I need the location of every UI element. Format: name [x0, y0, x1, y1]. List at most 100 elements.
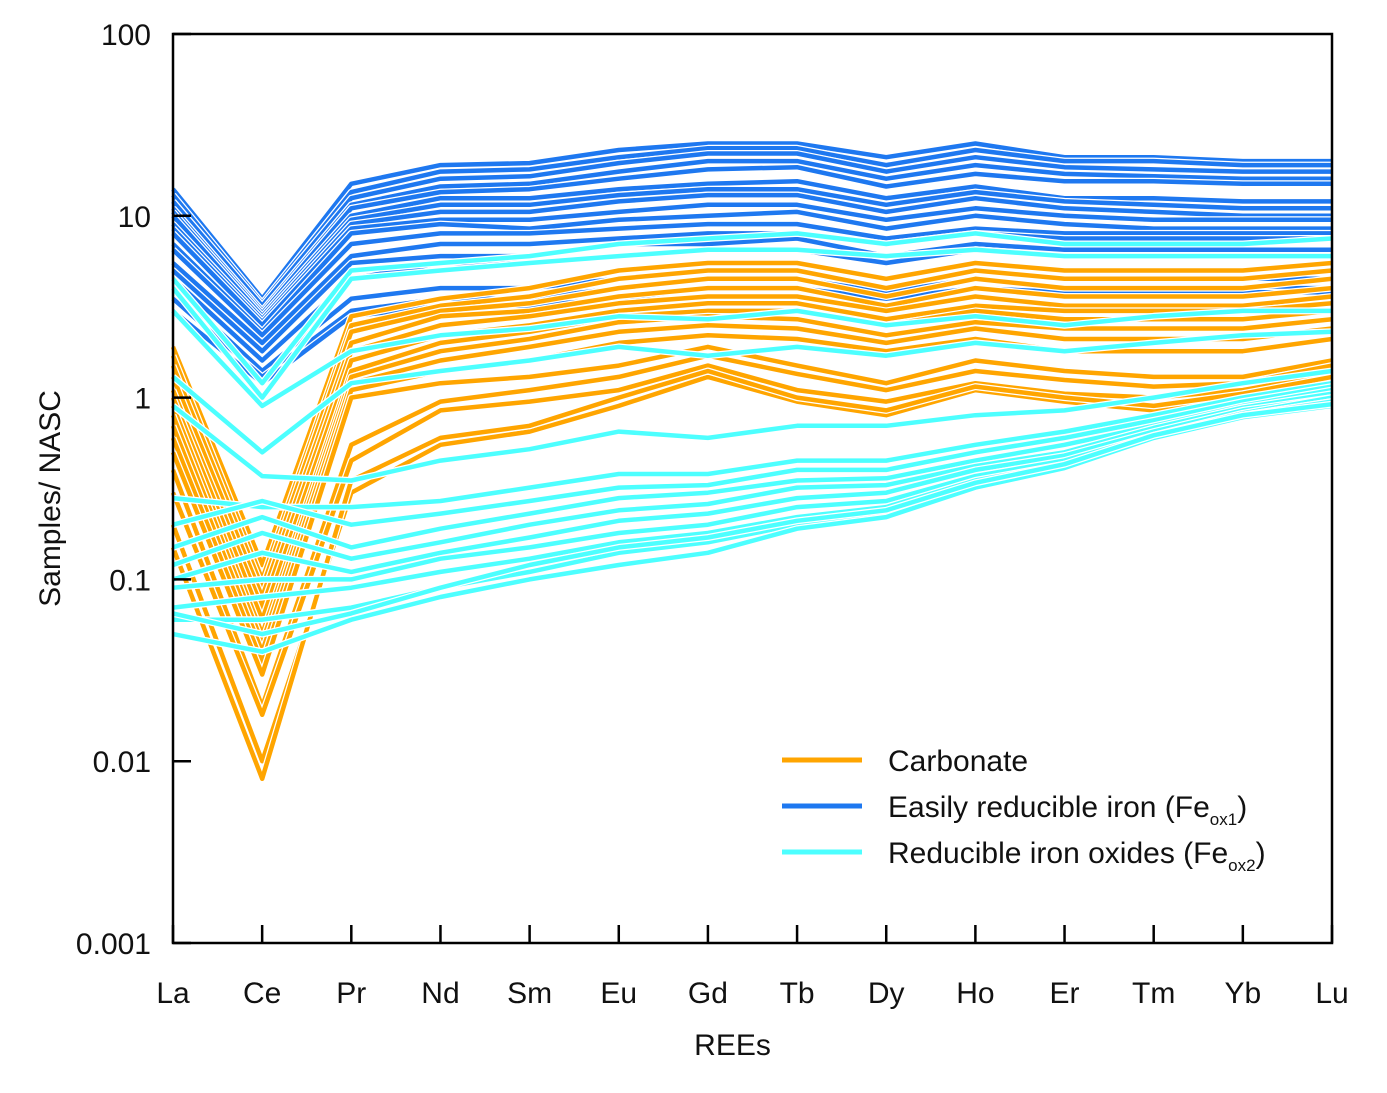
x-tick-label-lu: Lu	[1315, 977, 1348, 1010]
legend-suffix: )	[1256, 837, 1266, 870]
x-tick-label-eu: Eu	[600, 977, 637, 1010]
series-line	[171, 368, 1333, 483]
series-feox2-34	[170, 307, 1332, 410]
legend-label: Carbonate	[888, 745, 1028, 778]
y-tick-label: 0.001	[76, 928, 151, 961]
series-line	[172, 395, 1333, 582]
y-axis: 100 10 1 0.1 0.01 0.001	[76, 19, 191, 961]
plot-frame	[171, 32, 1334, 945]
series-carbonate-20	[169, 284, 1333, 601]
legend-label: Reducible iron oxides (Feox2)	[888, 837, 1266, 875]
series-line	[171, 221, 1332, 338]
series-line	[170, 368, 1333, 782]
series-feox1-12	[170, 235, 1332, 355]
series-line	[171, 164, 1332, 316]
series-carbonate-31	[169, 367, 1333, 783]
legend-item-carbonate: Carbonate	[782, 745, 1028, 778]
series-feox2-46	[172, 400, 1333, 638]
series-line	[170, 301, 1333, 622]
series-line	[171, 141, 1332, 301]
series-carbonate-26	[169, 331, 1333, 666]
series-line	[171, 209, 1332, 335]
series-feox2-35	[170, 328, 1333, 456]
series-line	[171, 151, 1332, 309]
x-tick-label-gd: Gd	[688, 977, 728, 1010]
x-tick-label-dy: Dy	[868, 977, 905, 1010]
series-carbonate-22	[169, 299, 1333, 624]
series-line	[171, 329, 1333, 455]
series-line	[171, 186, 1332, 322]
y-tick-label: 100	[101, 19, 151, 52]
series-line	[171, 231, 1333, 386]
legend-suffix: )	[1237, 791, 1247, 824]
series-feox1-3	[170, 157, 1332, 315]
series-line	[172, 401, 1333, 637]
series-line	[171, 236, 1332, 354]
series-carbonate-19	[169, 275, 1333, 592]
x-tick-label-tm: Tm	[1132, 977, 1175, 1010]
series-line	[171, 247, 1332, 400]
x-tick-label-er: Er	[1050, 977, 1080, 1010]
series-carbonate-28	[169, 352, 1333, 710]
series-line	[171, 202, 1332, 328]
x-tick-label-nd: Nd	[421, 977, 459, 1010]
series-line	[170, 260, 1333, 568]
legend-item-feox1: Easily reducible iron (Feox1)	[782, 791, 1247, 829]
y-tick-label: 1	[134, 383, 151, 416]
series-feox1-6	[170, 185, 1332, 323]
x-tick-label-ho: Ho	[956, 977, 994, 1010]
series-feox2-32	[170, 229, 1333, 387]
series-feox2-33	[170, 246, 1332, 402]
x-tick-label-pr: Pr	[336, 977, 366, 1010]
legend-subscript: ox1	[1210, 810, 1237, 829]
series-feox1-2	[170, 150, 1332, 310]
series-line	[170, 276, 1333, 590]
series-feox2-36	[170, 367, 1333, 484]
x-axis: La Ce Pr Nd Sm Eu Gd Tb Dy Ho Er Tm Yb Lu	[156, 925, 1349, 1010]
series-feox1-4	[170, 163, 1332, 317]
series-feox2-41	[171, 394, 1333, 583]
series-line	[170, 344, 1333, 677]
series-layer	[169, 140, 1333, 783]
series-feox1-1	[170, 144, 1332, 307]
x-tick-label-la: La	[156, 977, 190, 1010]
series-feox1-5	[170, 177, 1332, 320]
series-line	[171, 158, 1332, 314]
legend: Carbonate Easily reducible iron (Feox1) Re…	[782, 745, 1266, 875]
series-line	[170, 333, 1333, 665]
series-carbonate-27	[169, 343, 1333, 678]
series-feox1-8	[170, 201, 1332, 329]
series-line	[170, 268, 1333, 582]
series-line	[170, 374, 1333, 764]
x-axis-title: REEs	[694, 1029, 771, 1062]
legend-label: Easily reducible iron (Feox1)	[888, 791, 1247, 829]
series-line	[171, 192, 1332, 325]
legend-subscript: ox2	[1228, 856, 1255, 875]
series-line	[172, 380, 1333, 510]
x-tick-label-tb: Tb	[780, 977, 815, 1010]
series-line	[171, 308, 1332, 409]
x-tick-label-yb: Yb	[1224, 977, 1261, 1010]
y-axis-title: Samples/ NASC	[34, 390, 67, 607]
series-line	[171, 178, 1332, 319]
series-line	[170, 285, 1333, 600]
series-feox2-38	[172, 383, 1333, 529]
series-feox1-9	[170, 208, 1332, 336]
y-tick-label: 0.01	[93, 746, 151, 779]
series-feox1-7	[170, 191, 1332, 326]
series-line	[170, 353, 1333, 709]
series-feox1-0	[170, 140, 1332, 303]
legend-item-feox2: Reducible iron oxides (Feox2)	[782, 837, 1266, 875]
x-tick-label-ce: Ce	[243, 977, 281, 1010]
series-carbonate-30	[169, 373, 1333, 765]
series-feox1-10	[170, 220, 1332, 339]
series-line	[171, 146, 1332, 306]
series-carbonate-18	[169, 267, 1333, 583]
series-feox2-37	[172, 379, 1333, 511]
series-carbonate-17	[169, 259, 1333, 569]
y-tick-label: 0.1	[109, 564, 151, 597]
x-tick-label-sm: Sm	[507, 977, 552, 1010]
y-tick-label: 10	[118, 201, 151, 234]
